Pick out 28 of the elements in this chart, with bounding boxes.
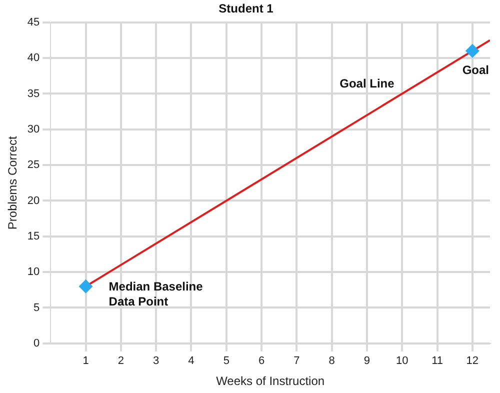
x-tick-label: 11 <box>432 355 443 368</box>
chart-title: Student 1 <box>218 2 274 16</box>
x-tick-label: 6 <box>258 355 265 368</box>
x-tick-label: 5 <box>223 355 230 368</box>
x-tick-label: 7 <box>294 355 300 368</box>
y-tick-label: 30 <box>27 123 40 136</box>
y-tick-label: 25 <box>27 159 40 172</box>
y-tick-label: 10 <box>27 266 40 278</box>
x-tick-label: 2 <box>118 355 124 368</box>
y-tick-label: 40 <box>27 52 40 64</box>
x-tick-label: 8 <box>328 355 335 368</box>
annotation: Median Baseline Data Point <box>108 280 204 309</box>
y-tick-label: 20 <box>27 194 40 207</box>
y-tick-label: 15 <box>27 230 40 242</box>
annotation: Goal Line <box>340 76 395 90</box>
x-tick-label: 9 <box>364 355 370 368</box>
x-tick-label: 12 <box>466 355 479 368</box>
y-tick-label: 35 <box>27 88 40 100</box>
y-tick-label: 5 <box>34 302 40 314</box>
y-axis-title: Problems Correct <box>6 136 20 230</box>
y-tick-label: 45 <box>27 16 40 28</box>
x-tick-label: 1 <box>82 355 89 368</box>
x-tick-label: 3 <box>153 355 160 368</box>
x-tick-label: 10 <box>396 355 408 368</box>
annotation: Goal <box>462 63 489 78</box>
x-axis-title: Weeks of Instruction <box>216 374 325 388</box>
x-tick-label: 4 <box>188 355 194 368</box>
y-tick-label: 0 <box>34 337 40 350</box>
